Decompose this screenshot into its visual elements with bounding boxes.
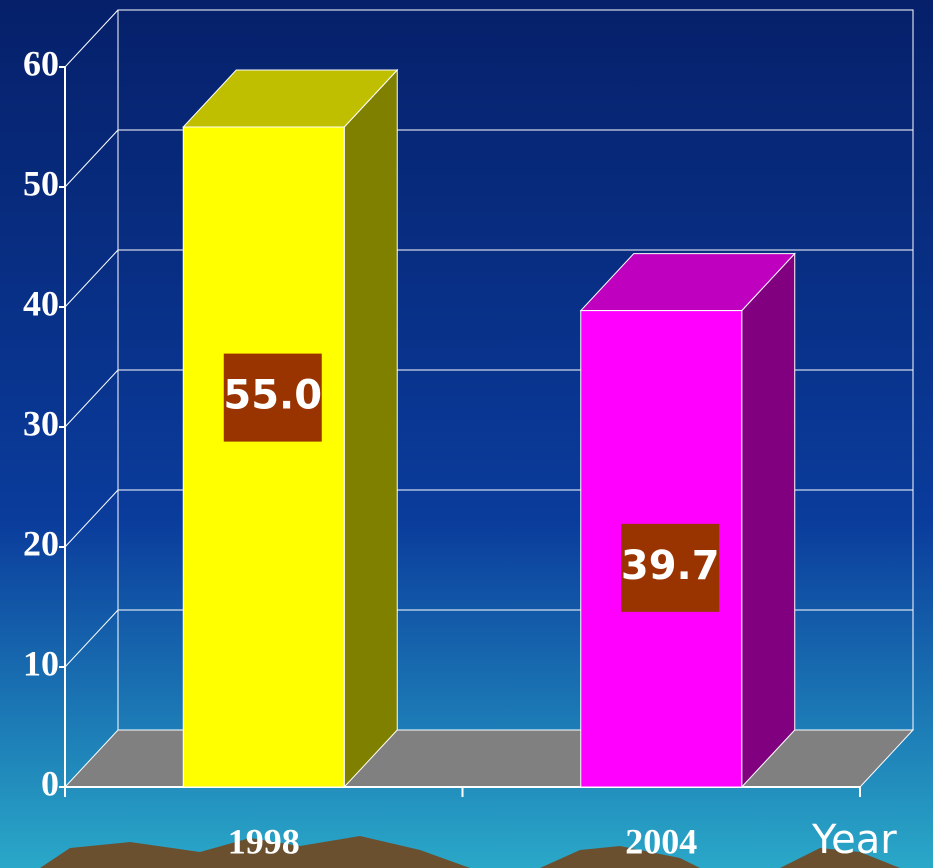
y-tick-label: 60 <box>23 43 59 83</box>
y-tick-label: 50 <box>23 163 59 203</box>
value-label: 39.7 <box>621 543 720 589</box>
y-tick-label: 0 <box>41 763 59 803</box>
y-tick-label: 20 <box>23 523 59 563</box>
bar <box>183 127 344 787</box>
x-axis-label: Year <box>811 817 897 863</box>
y-tick-label: 10 <box>23 643 59 683</box>
x-tick-label: 2004 <box>625 821 697 861</box>
bar-side <box>344 70 397 787</box>
chart: 0 10 20 30 40 50 60 1998 55.0 2004 39.7 Year <box>0 0 933 868</box>
bar-side <box>742 254 795 787</box>
x-tick-label: 1998 <box>228 821 300 861</box>
y-tick-label: 30 <box>23 403 59 443</box>
y-tick-label: 40 <box>23 283 59 323</box>
value-label: 55.0 <box>223 373 322 419</box>
